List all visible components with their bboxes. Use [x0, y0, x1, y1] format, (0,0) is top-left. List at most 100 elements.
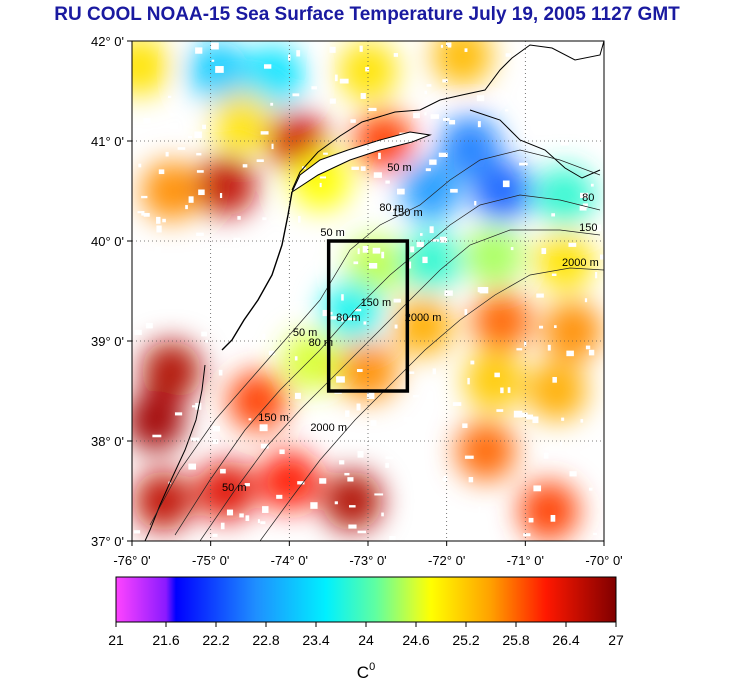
cloud-pixel	[353, 261, 359, 265]
cloud-pixel	[479, 286, 489, 294]
shelf-50m-contour	[149, 149, 601, 526]
sst-patch	[471, 291, 532, 351]
cloud-pixel	[268, 350, 275, 356]
cloud-pixel	[569, 471, 577, 477]
cloud-pixel	[329, 98, 336, 104]
cloud-pixel	[256, 159, 264, 163]
cloud-pixel	[360, 166, 366, 171]
cloud-pixel	[523, 130, 529, 135]
cloud-pixel	[296, 50, 301, 57]
cloud-pixel	[189, 263, 198, 267]
cloud-pixel	[468, 477, 474, 483]
cloud-pixel	[336, 376, 345, 383]
cloud-pixel	[505, 109, 509, 112]
contour-label: 150 m	[361, 297, 392, 309]
contour-label: 2000 m	[562, 257, 599, 269]
cloud-pixel	[445, 42, 452, 47]
cloud-pixel	[322, 309, 328, 317]
cloud-pixel	[319, 182, 322, 188]
cloud-pixel	[357, 530, 366, 534]
sst-patch	[534, 231, 595, 291]
sst-patch	[471, 161, 532, 221]
cloud-pixel	[143, 213, 150, 217]
cloud-pixel	[590, 183, 594, 187]
cloud-pixel	[238, 323, 246, 327]
cloud-pixel	[154, 247, 162, 253]
cloud-pixel	[368, 107, 377, 112]
cloud-pixel	[251, 278, 255, 283]
sst-patch	[227, 371, 288, 431]
cloud-pixel	[385, 456, 394, 460]
sst-patch	[212, 91, 273, 151]
cloud-pixel	[477, 121, 481, 128]
lat-tick-label: 37° 0'	[91, 534, 124, 549]
cloud-pixel	[595, 271, 598, 279]
sst-patch	[463, 351, 524, 411]
cloud-pixel	[523, 533, 531, 537]
cloud-pixel	[357, 248, 360, 255]
cloud-pixel	[416, 241, 424, 248]
cloud-pixel	[245, 515, 250, 521]
cloud-pixel	[502, 180, 510, 188]
cloud-pixel	[279, 449, 285, 455]
cloud-pixel	[552, 376, 557, 383]
cloud-pixel	[560, 139, 569, 146]
cloud-pixel	[442, 477, 446, 481]
lon-tick-label: -72° 0'	[428, 553, 465, 568]
cloud-pixel	[212, 533, 218, 537]
cloud-pixel	[242, 164, 248, 168]
cloud-pixel	[533, 56, 536, 64]
cloud-pixel	[566, 350, 574, 357]
cloud-pixel	[357, 450, 364, 458]
cloud-pixel	[334, 74, 338, 82]
cloud-pixel	[257, 519, 260, 524]
cloud-pixel	[298, 216, 301, 223]
chart-title: RU COOL NOAA-15 Sea Surface Temperature …	[54, 4, 680, 25]
sst-patch	[526, 361, 587, 421]
cloud-pixel	[156, 216, 161, 224]
cloud-pixel	[143, 118, 151, 124]
sst-patch	[141, 341, 202, 401]
cloud-pixel	[132, 284, 138, 287]
cloud-pixel	[584, 298, 588, 303]
cloud-pixel	[194, 131, 202, 139]
cloud-pixel	[588, 487, 593, 491]
cloud-pixel	[580, 41, 585, 46]
cloud-pixel	[474, 200, 477, 206]
cloud-pixel	[311, 86, 318, 90]
contour-label: 150	[579, 222, 597, 234]
cloud-pixel	[393, 53, 399, 57]
cloud-pixel	[339, 460, 345, 465]
cloud-pixel	[191, 437, 200, 441]
cloud-pixel	[245, 312, 253, 318]
contour-label: 50 m	[320, 227, 344, 239]
colorbar-tick-label: 24	[358, 632, 374, 648]
cloud-pixel	[430, 114, 439, 119]
lat-tick-label: 40° 0'	[91, 234, 124, 249]
sst-patch	[432, 41, 493, 86]
cloud-pixel	[152, 434, 162, 438]
sst-patch	[440, 116, 501, 176]
cloud-pixel	[350, 119, 356, 123]
cloud-pixel	[263, 64, 272, 69]
cloud-pixel	[510, 247, 514, 251]
cloud-pixel	[554, 325, 557, 329]
cloud-pixel	[292, 93, 300, 97]
cloud-pixel	[188, 463, 197, 470]
cloud-pixel	[442, 118, 450, 121]
cloud-pixel	[259, 424, 268, 432]
cloud-pixel	[533, 485, 542, 492]
cloud-pixel	[588, 349, 595, 356]
cloud-pixel	[294, 356, 298, 361]
cloud-pixel	[246, 301, 253, 306]
cloud-pixel	[158, 169, 165, 175]
cloud-pixel	[276, 494, 283, 499]
cloud-pixel	[262, 333, 266, 340]
cloud-pixel	[587, 440, 597, 444]
colorbar-tick-label: 26.4	[552, 632, 579, 648]
cloud-pixel	[585, 345, 591, 350]
sst-patch	[338, 341, 398, 401]
cloud-pixel	[347, 477, 354, 482]
cloud-pixel	[477, 287, 482, 293]
cloud-pixel	[429, 159, 437, 165]
